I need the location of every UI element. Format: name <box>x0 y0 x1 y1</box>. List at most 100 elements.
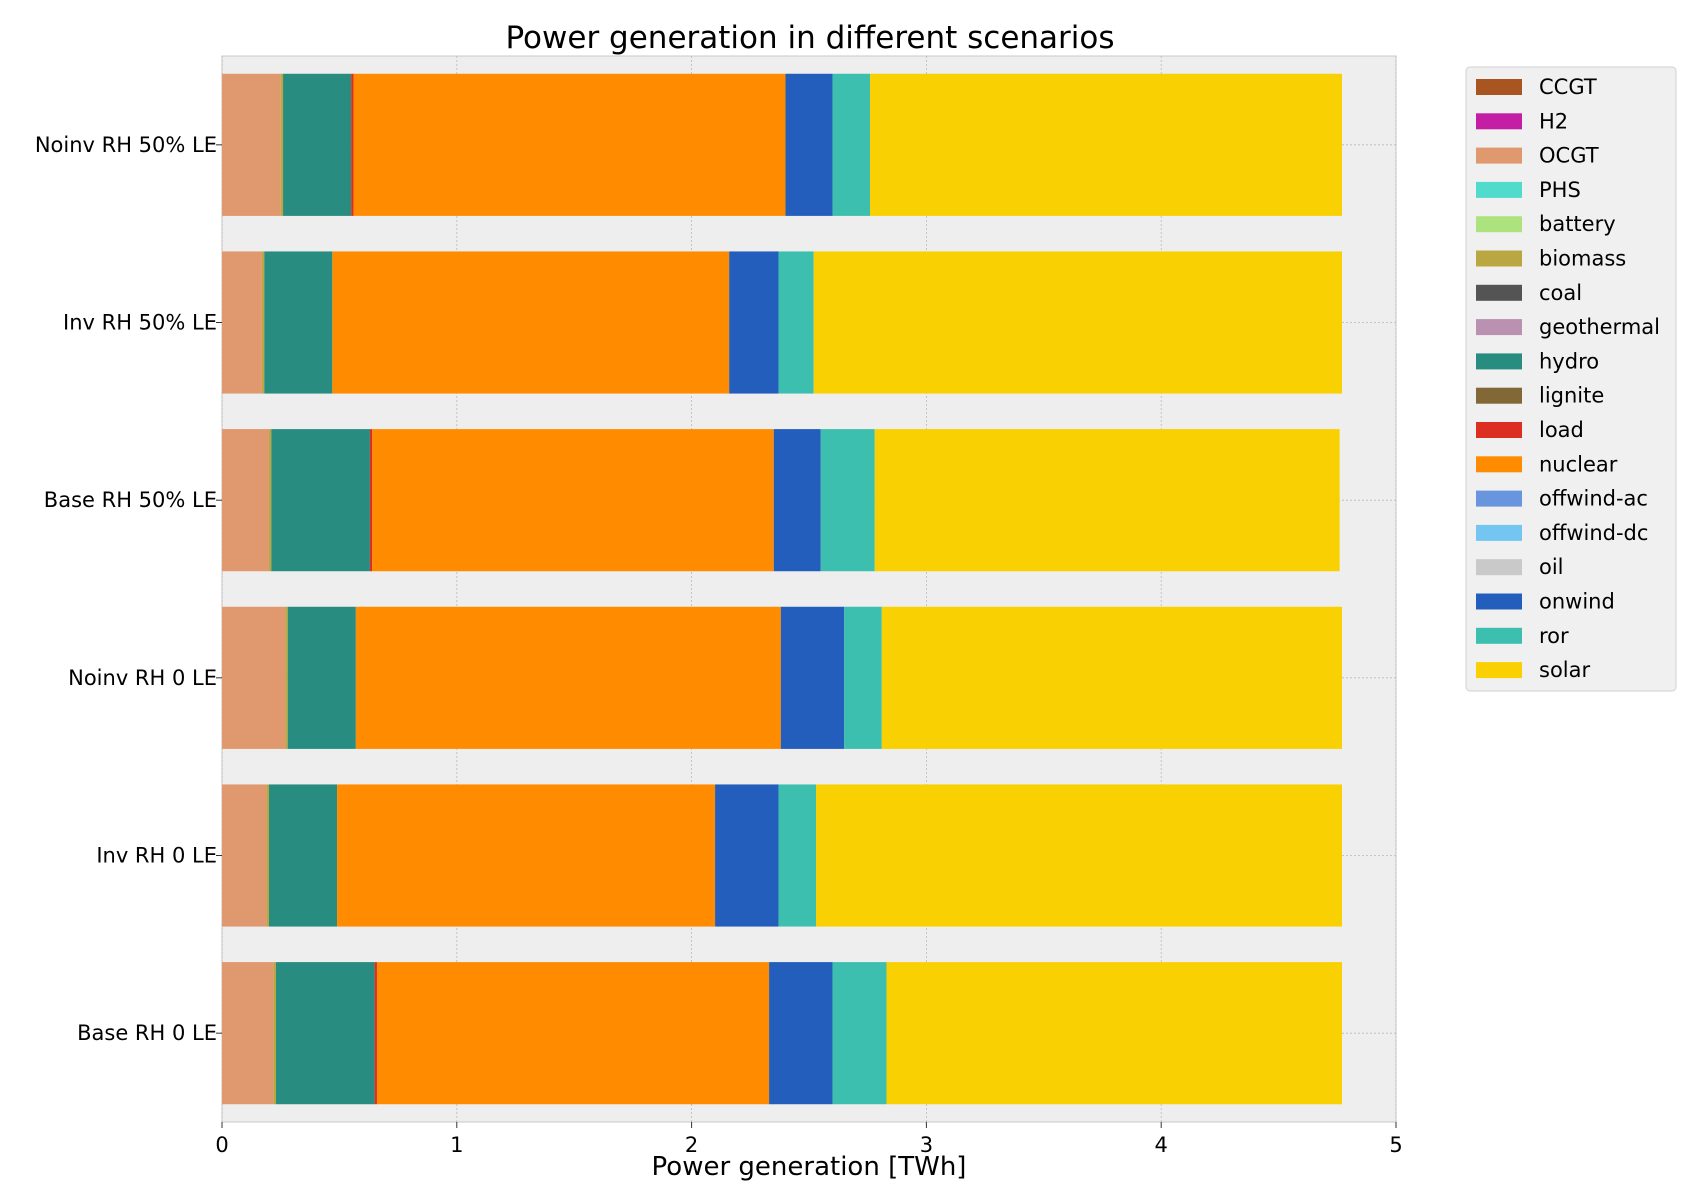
legend-label: oil <box>1539 555 1564 579</box>
legend-label: coal <box>1539 281 1582 305</box>
legend-label: onwind <box>1539 590 1615 614</box>
bar-segment-biomass <box>266 784 269 927</box>
legend-swatch <box>1476 284 1522 301</box>
bar-segment-solar <box>813 251 1342 394</box>
legend-swatch <box>1476 181 1522 198</box>
legend-swatch <box>1476 593 1522 610</box>
legend-swatch <box>1476 490 1522 507</box>
bar-segment-solar <box>870 73 1342 216</box>
chart-title: Power generation in different scenarios <box>505 20 1114 56</box>
bar-segment-solar <box>881 606 1342 749</box>
legend-swatch <box>1476 216 1522 233</box>
y-tick-label: Base RH 50% LE <box>44 488 217 512</box>
bar-segment-solar <box>816 784 1342 927</box>
bar-segment-load <box>374 962 377 1105</box>
bar-segment-nuclear <box>353 73 786 216</box>
legend-label: hydro <box>1539 349 1599 373</box>
legend-label: battery <box>1539 212 1616 236</box>
y-tick-label: Base RH 0 LE <box>77 1021 217 1045</box>
legend-label: offwind-dc <box>1539 521 1648 545</box>
bar-segment-nuclear <box>337 784 716 927</box>
bar-segment-nuclear <box>355 606 781 749</box>
bars-layer <box>222 73 1342 1105</box>
bar-segment-onwind <box>769 962 833 1105</box>
bar-segment-biomass <box>261 251 265 394</box>
x-tick-label: 5 <box>1389 1133 1402 1157</box>
bar-segment-biomass <box>280 73 284 216</box>
bar-segment-ror <box>820 429 875 572</box>
bar-segment-ocgt <box>222 606 286 749</box>
legend-label: geothermal <box>1539 315 1660 339</box>
bar-segment-nuclear <box>372 429 774 572</box>
bar-segment-solar <box>874 429 1340 572</box>
bar-segment-ocgt <box>222 429 269 572</box>
bar-segment-ror <box>778 251 814 394</box>
plot-area <box>221 55 1397 1123</box>
bar-segment-ocgt <box>222 251 262 394</box>
bar-segment-onwind <box>773 429 821 572</box>
x-tick-label: 2 <box>685 1133 698 1157</box>
legend-swatch <box>1476 387 1522 404</box>
x-tick-label: 4 <box>1155 1133 1168 1157</box>
legend-label: nuclear <box>1539 452 1618 476</box>
bar-segment-load <box>351 73 354 216</box>
y-ticks: Base RH 0 LE Inv RH 0 LE Noinv RH 0 LE Base… <box>35 133 222 1045</box>
legend-swatch <box>1476 456 1522 473</box>
legend-label: ror <box>1539 624 1569 648</box>
legend-label: CCGT <box>1539 75 1597 99</box>
x-tick-label: 3 <box>920 1133 933 1157</box>
legend-swatch <box>1476 353 1522 370</box>
bar-segment-ocgt <box>222 962 274 1105</box>
grid-lines <box>221 56 1397 1122</box>
legend-swatch <box>1476 422 1522 438</box>
x-tick-label: 1 <box>450 1133 463 1157</box>
bar-segment-hydro <box>283 73 352 216</box>
bar-segment-nuclear <box>332 251 730 394</box>
legend-swatch <box>1476 250 1522 267</box>
legend-swatch <box>1476 559 1522 576</box>
bar-segment-ocgt <box>222 784 267 927</box>
bar-segment-nuclear <box>376 962 770 1105</box>
x-axis-label: Power generation [TWh] <box>652 1152 967 1182</box>
x-tick-label: 0 <box>215 1133 228 1157</box>
bar-segment-biomass <box>273 962 277 1105</box>
bar-segment-onwind <box>715 784 779 927</box>
legend-label: H2 <box>1539 109 1568 133</box>
bar-segment-ror <box>778 784 817 927</box>
y-tick-label: Inv RH 0 LE <box>96 844 217 868</box>
bar-segment-ror <box>844 606 882 749</box>
bar-segment-hydro <box>271 429 370 572</box>
legend-swatch <box>1476 524 1522 541</box>
bar-segment-biomass <box>268 429 272 572</box>
bar-segment-hydro <box>287 606 356 749</box>
bar-segment-biomass <box>285 606 288 749</box>
bar-segment-hydro <box>268 784 338 927</box>
legend-label: lignite <box>1539 384 1604 408</box>
legend-swatch <box>1476 319 1522 336</box>
legend-swatch <box>1476 627 1522 644</box>
legend-swatch <box>1476 147 1522 164</box>
legend-label: biomass <box>1539 247 1626 271</box>
y-tick-label: Noinv RH 0 LE <box>68 666 217 690</box>
legend-label: offwind-ac <box>1539 487 1648 511</box>
legend-label: OCGT <box>1539 144 1599 168</box>
bar-segment-solar <box>886 962 1342 1105</box>
legend-swatch <box>1476 79 1522 95</box>
bar-segment-hydro <box>264 251 333 394</box>
legend-swatch <box>1476 113 1522 130</box>
bar-segment-load <box>369 429 373 572</box>
x-ticks: 0 1 2 3 4 5 <box>215 1122 1403 1157</box>
y-tick-label: Inv RH 50% LE <box>63 311 217 335</box>
bar-segment-onwind <box>785 73 833 216</box>
bar-segment-onwind <box>780 606 845 749</box>
bar-segment-hydro <box>276 962 375 1105</box>
bar-segment-ror <box>832 962 887 1105</box>
legend: CCGT H2 OCGT PHS battery biomass coal geotherma… <box>1465 66 1677 692</box>
bar-segment-ocgt <box>222 73 281 216</box>
y-tick-label: Noinv RH 50% LE <box>35 133 217 157</box>
bar-segment-ror <box>832 73 871 216</box>
legend-label: load <box>1539 418 1584 442</box>
bar-segment-onwind <box>729 251 779 394</box>
legend-swatch <box>1476 662 1522 679</box>
